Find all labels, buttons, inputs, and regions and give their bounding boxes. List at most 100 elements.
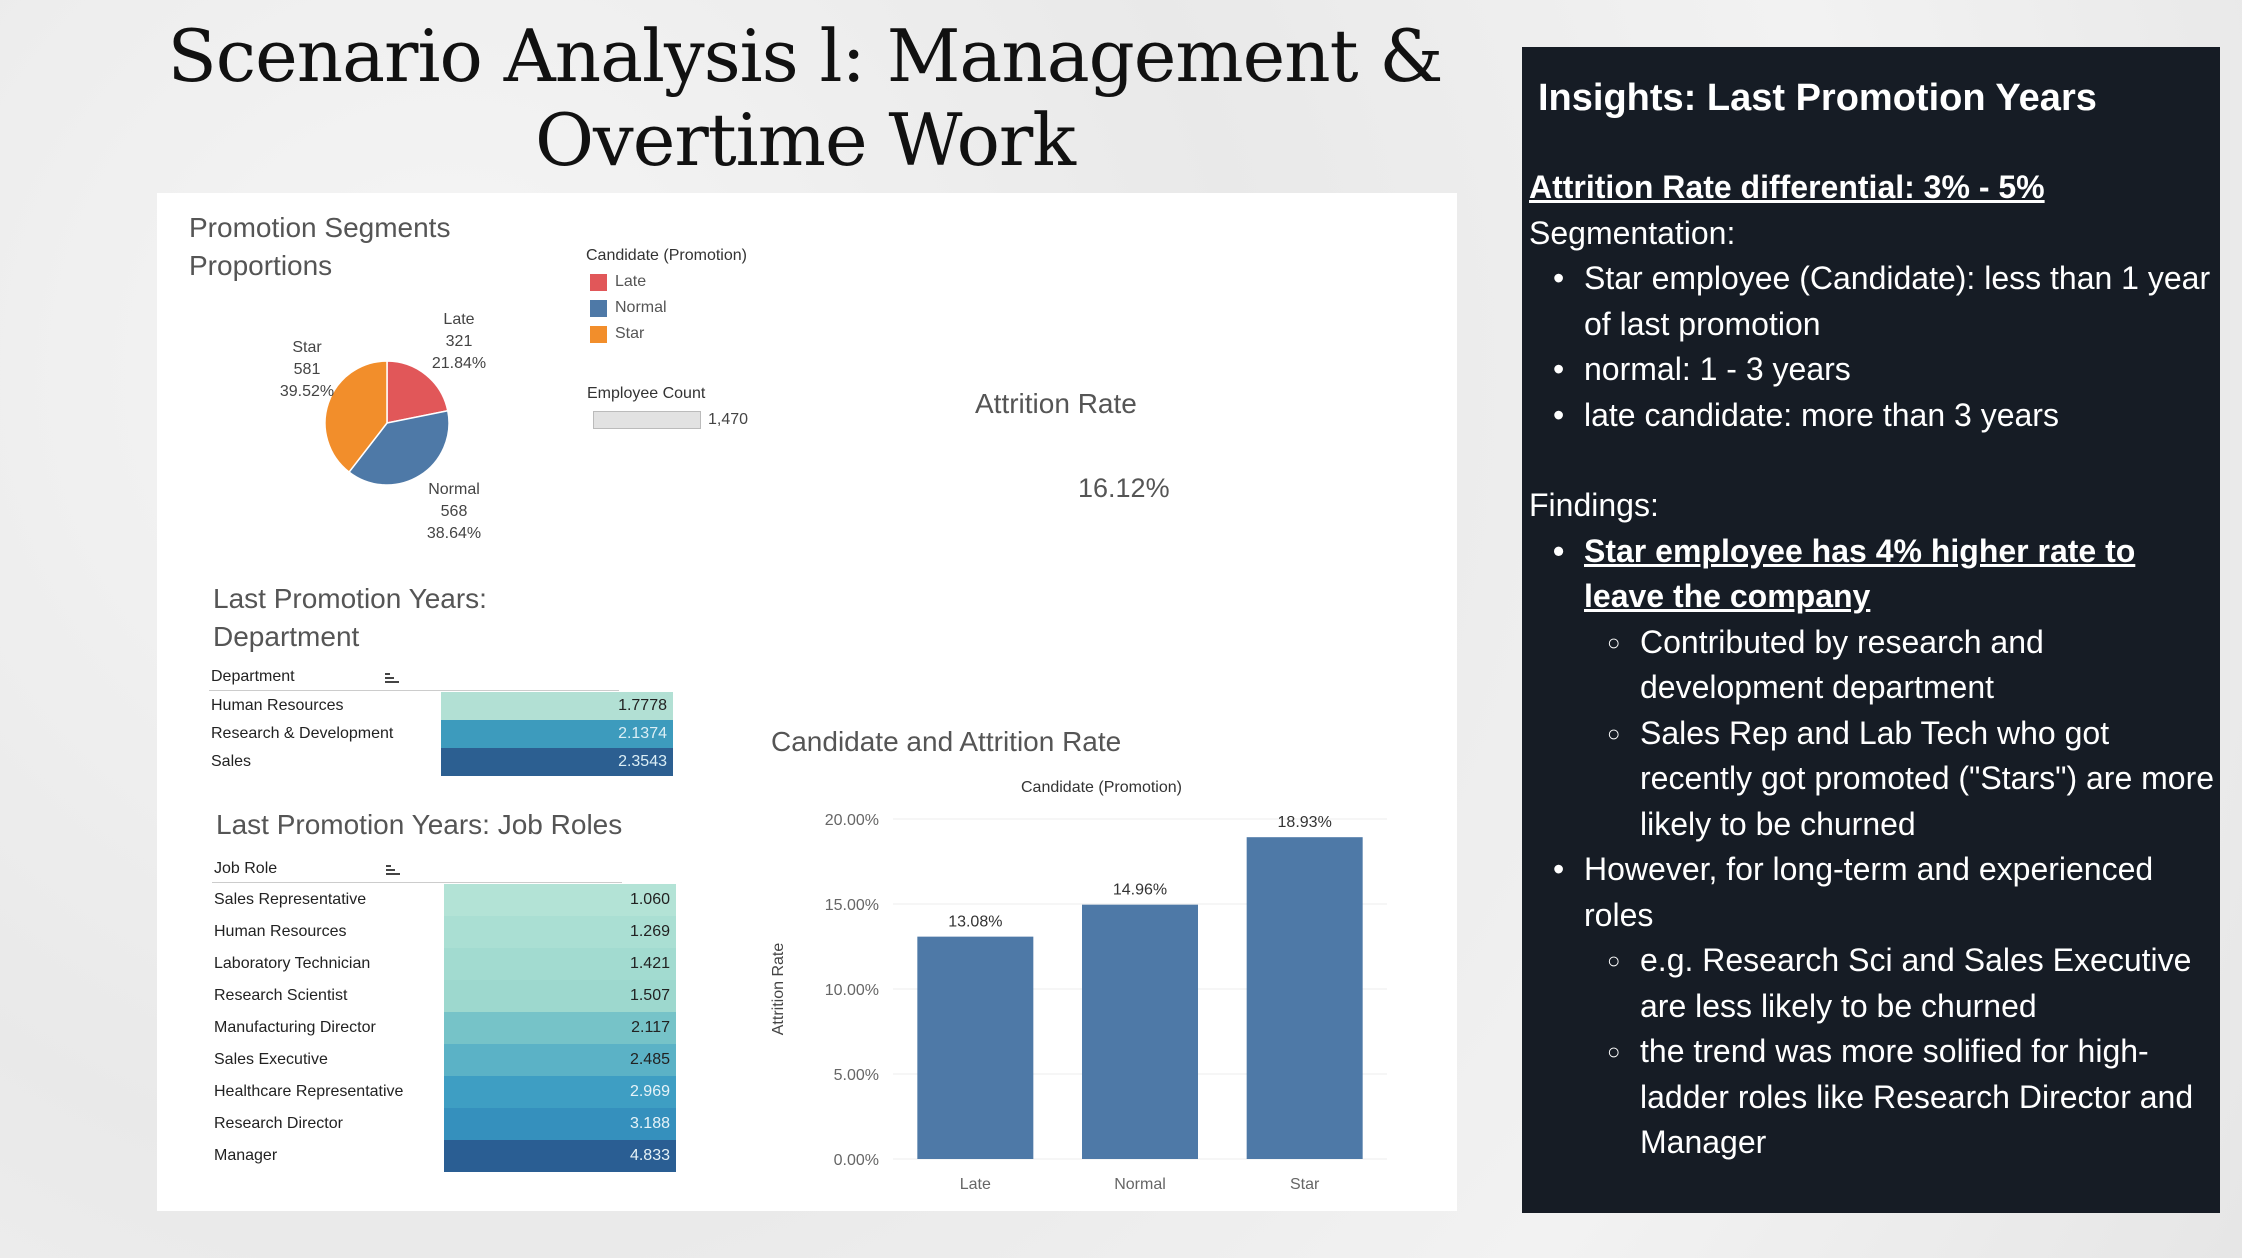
pie-slice-star: [324, 360, 388, 474]
role-row-name: Human Resources: [214, 923, 347, 940]
bar-value-label: 13.08%: [948, 914, 1002, 931]
dept-table-title-line2: Department: [213, 621, 360, 652]
finding-sub-item: the trend was more solified for high-lad…: [1529, 1029, 2219, 1166]
legend-swatch-normal: [590, 299, 607, 317]
spacer: [1529, 438, 2219, 483]
role-row: Research Scientist 1.507: [212, 980, 676, 1012]
role-row-value: 1.507: [444, 980, 676, 1012]
y-tick-label: 15.00%: [825, 897, 879, 914]
segmentation-item: late candidate: more than 3 years: [1529, 393, 2219, 439]
pie-label-star-name: Star: [292, 339, 322, 356]
sort-icon[interactable]: [386, 864, 400, 876]
y-tick-label: 0.00%: [834, 1152, 879, 1169]
bar-value-label: 18.93%: [1278, 814, 1332, 831]
pie-label-star-count: 581: [293, 361, 321, 378]
dept-row-name: Human Resources: [211, 697, 344, 714]
legend-item-star: Star: [590, 325, 644, 343]
role-row-value: 3.188: [444, 1108, 676, 1140]
role-row-name: Manufacturing Director: [214, 1019, 376, 1036]
bar-chart-title: Candidate and Attrition Rate: [771, 726, 1122, 757]
dept-table-title: Last Promotion Years: Department: [213, 580, 487, 656]
y-axis-label: Attrition Rate: [770, 943, 787, 1036]
bar-legend-title: Candidate (Promotion): [1021, 779, 1182, 796]
bar-normal: [1082, 904, 1198, 1159]
insights-panel: Insights: Last Promotion Years Attrition…: [1522, 47, 2220, 1213]
role-row: Manager 4.833: [212, 1140, 676, 1172]
role-table-title: Last Promotion Years: Job Roles: [216, 809, 623, 840]
pie-label-normal-name: Normal: [428, 481, 480, 498]
legend-label-late: Late: [615, 273, 647, 290]
legend-label-normal: Normal: [615, 299, 667, 316]
y-tick-label: 20.00%: [825, 812, 879, 829]
sort-icon[interactable]: [385, 672, 399, 684]
pie-label-normal-count: 568: [440, 503, 468, 520]
bar-late: [917, 936, 1034, 1159]
legend-title: Candidate (Promotion): [586, 247, 747, 264]
dept-header-divider: [209, 690, 619, 691]
role-row-name: Research Scientist: [214, 987, 348, 1004]
dept-row-value: 2.3543: [441, 748, 673, 776]
insights-title: Insights: Last Promotion Years: [1538, 77, 2097, 119]
dept-row-value: 1.7778: [441, 692, 673, 720]
pie-label-late-count: 321: [445, 333, 473, 350]
dept-header: Department: [211, 668, 295, 685]
segmentation-item: normal: 1 - 3 years: [1529, 347, 2219, 393]
finding-sub-item: Contributed by research and development …: [1529, 620, 2219, 711]
finding-item: Star employee has 4% higher rate to leav…: [1529, 529, 2219, 620]
dept-row: Research & Development 2.1374: [209, 720, 673, 748]
insights-body: Attrition Rate differential: 3% - 5% Seg…: [1529, 165, 2219, 1166]
pie-title-line2: Proportions: [189, 250, 333, 281]
pie-label-normal-pct: 38.64%: [426, 525, 482, 542]
x-tick-label: Star: [1290, 1176, 1320, 1193]
pie-title-line1: Promotion Segments: [189, 212, 451, 243]
role-row-name: Laboratory Technician: [214, 955, 371, 972]
finding-sub-item: Sales Rep and Lab Tech who got recently …: [1529, 711, 2219, 848]
role-row-value: 1.421: [444, 948, 676, 980]
differential-text: Attrition Rate differential: 3% - 5%: [1529, 169, 2045, 205]
y-tick-label: 10.00%: [825, 982, 879, 999]
finding-item: However, for long-term and experienced r…: [1529, 847, 2219, 938]
role-row-name: Research Director: [214, 1115, 343, 1132]
size-legend-title: Employee Count: [587, 385, 706, 402]
dept-row-name: Research & Development: [211, 725, 394, 742]
role-row-name: Healthcare Representative: [214, 1083, 404, 1100]
pie-label-late: Late 321 21.84%: [419, 309, 499, 375]
dashboard: Promotion Segments Proportions Star 581 …: [157, 193, 1457, 1211]
pie-slice-normal: [348, 409, 450, 486]
size-legend-value: 1,470: [708, 411, 749, 428]
pie-label-star: Star 581 39.52%: [267, 337, 347, 403]
pie-slice-late: [386, 360, 449, 424]
role-row: Healthcare Representative 2.969: [212, 1076, 676, 1108]
legend-item-normal: Normal: [590, 299, 667, 317]
pie-label-late-pct: 21.84%: [431, 355, 487, 372]
dept-heatmap: Department Human Resources 1.7778 Research…: [209, 668, 679, 783]
bar-star: [1246, 837, 1363, 1159]
pie-label-late-name: Late: [443, 311, 475, 328]
role-row: Research Director 3.188: [212, 1108, 676, 1140]
legend-item-late: Late: [590, 273, 646, 291]
x-tick-label: Late: [960, 1176, 991, 1193]
role-row: Laboratory Technician 1.421: [212, 948, 676, 980]
role-header-divider: [212, 882, 622, 883]
role-row-name: Sales Executive: [214, 1051, 328, 1068]
attrition-value: 16.12%: [1078, 473, 1170, 503]
role-heatmap: Job Role Sales Representative 1.060 Human …: [212, 860, 692, 1210]
size-legend-bar: [593, 411, 701, 429]
legend-swatch-late: [590, 273, 607, 291]
dept-row: Sales 2.3543: [209, 748, 673, 776]
role-row-name: Sales Representative: [214, 891, 367, 908]
role-row-value: 2.485: [444, 1044, 676, 1076]
y-tick-label: 5.00%: [834, 1067, 879, 1084]
role-header: Job Role: [214, 860, 278, 877]
finding-sub-item: e.g. Research Sci and Sales Executive ar…: [1529, 938, 2219, 1029]
role-row-name: Manager: [214, 1147, 278, 1164]
dept-row-name: Sales: [211, 753, 252, 770]
role-row: Sales Executive 2.485: [212, 1044, 676, 1076]
x-tick-label: Normal: [1114, 1176, 1166, 1193]
role-row-value: 2.117: [444, 1012, 676, 1044]
findings-heading: Findings:: [1529, 487, 1659, 523]
role-row: Manufacturing Director 2.117: [212, 1012, 676, 1044]
role-row: Sales Representative 1.060: [212, 884, 676, 916]
role-row: Human Resources 1.269: [212, 916, 676, 948]
legend-label-star: Star: [615, 325, 645, 342]
